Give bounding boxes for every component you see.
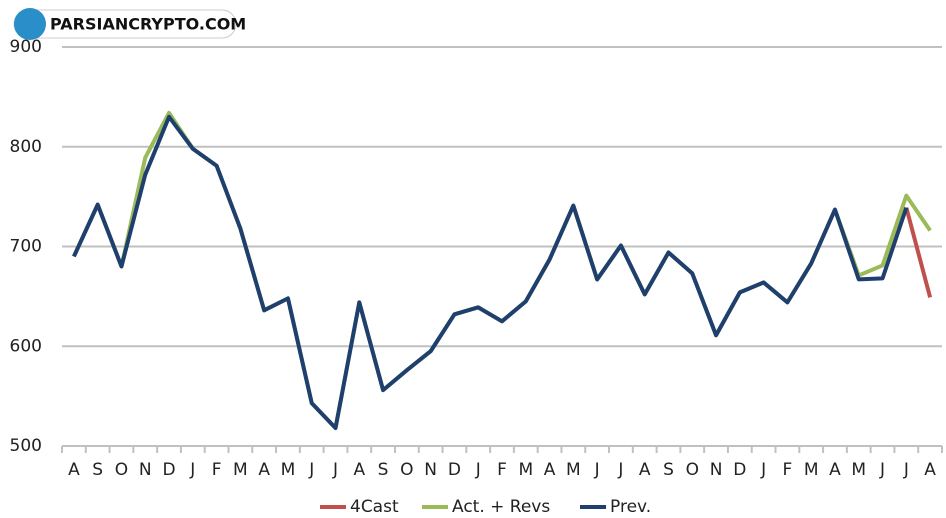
legend-label: 4Cast: [350, 497, 399, 517]
y-tick-label: 900: [10, 37, 42, 57]
y-tick-label: 500: [10, 436, 42, 456]
x-tick-label: M: [233, 460, 248, 480]
x-tick-label: M: [518, 460, 533, 480]
x-tick-label: J: [308, 460, 314, 480]
x-tick-label: N: [710, 460, 723, 480]
x-tick-label: A: [639, 460, 651, 480]
y-tick-label: 700: [10, 237, 42, 257]
series-line: [72, 114, 909, 431]
y-tick-label: 600: [10, 336, 42, 356]
x-tick-label: F: [783, 460, 793, 480]
x-tick-label: J: [189, 460, 195, 480]
x-tick-label: M: [566, 460, 581, 480]
x-tick-label: F: [497, 460, 507, 480]
x-tick-label: S: [663, 460, 674, 480]
series-line: [904, 207, 933, 298]
watermark: PARSIANCRYPTO.COM: [50, 15, 246, 34]
x-tick-label: A: [258, 460, 270, 480]
x-tick-label: J: [332, 460, 338, 480]
x-tick-label: O: [115, 460, 128, 480]
x-tick-label: A: [544, 460, 556, 480]
x-tick-label: A: [829, 460, 841, 480]
legend-label: Act. + Revs: [452, 497, 550, 517]
x-tick-label: J: [903, 460, 909, 480]
x-tick-label: F: [212, 460, 222, 480]
x-tick-label: N: [424, 460, 437, 480]
x-tick-label: D: [448, 460, 461, 480]
logo: PARSIANCRYPTO.COM: [13, 8, 246, 40]
series-line: [72, 110, 932, 431]
x-tick-label: M: [804, 460, 819, 480]
x-tick-label: S: [92, 460, 103, 480]
x-tick-label: M: [851, 460, 866, 480]
x-tick-label: A: [353, 460, 365, 480]
x-tick-label: J: [760, 460, 766, 480]
x-tick-label: A: [68, 460, 80, 480]
x-tick-label: N: [139, 460, 152, 480]
x-tick-label: J: [594, 460, 600, 480]
x-tick-label: J: [879, 460, 885, 480]
logo-icon: [14, 8, 46, 40]
legend-label: Prev.: [610, 497, 651, 517]
x-tick-label: D: [733, 460, 746, 480]
x-tick-label: J: [617, 460, 623, 480]
x-tick-label: O: [686, 460, 699, 480]
x-tick-label: J: [475, 460, 481, 480]
x-tick-label: D: [162, 460, 175, 480]
x-tick-label: S: [378, 460, 389, 480]
y-tick-label: 800: [10, 137, 42, 157]
x-tick-label: A: [924, 460, 936, 480]
x-tick-label: O: [400, 460, 413, 480]
x-tick-label: M: [281, 460, 296, 480]
